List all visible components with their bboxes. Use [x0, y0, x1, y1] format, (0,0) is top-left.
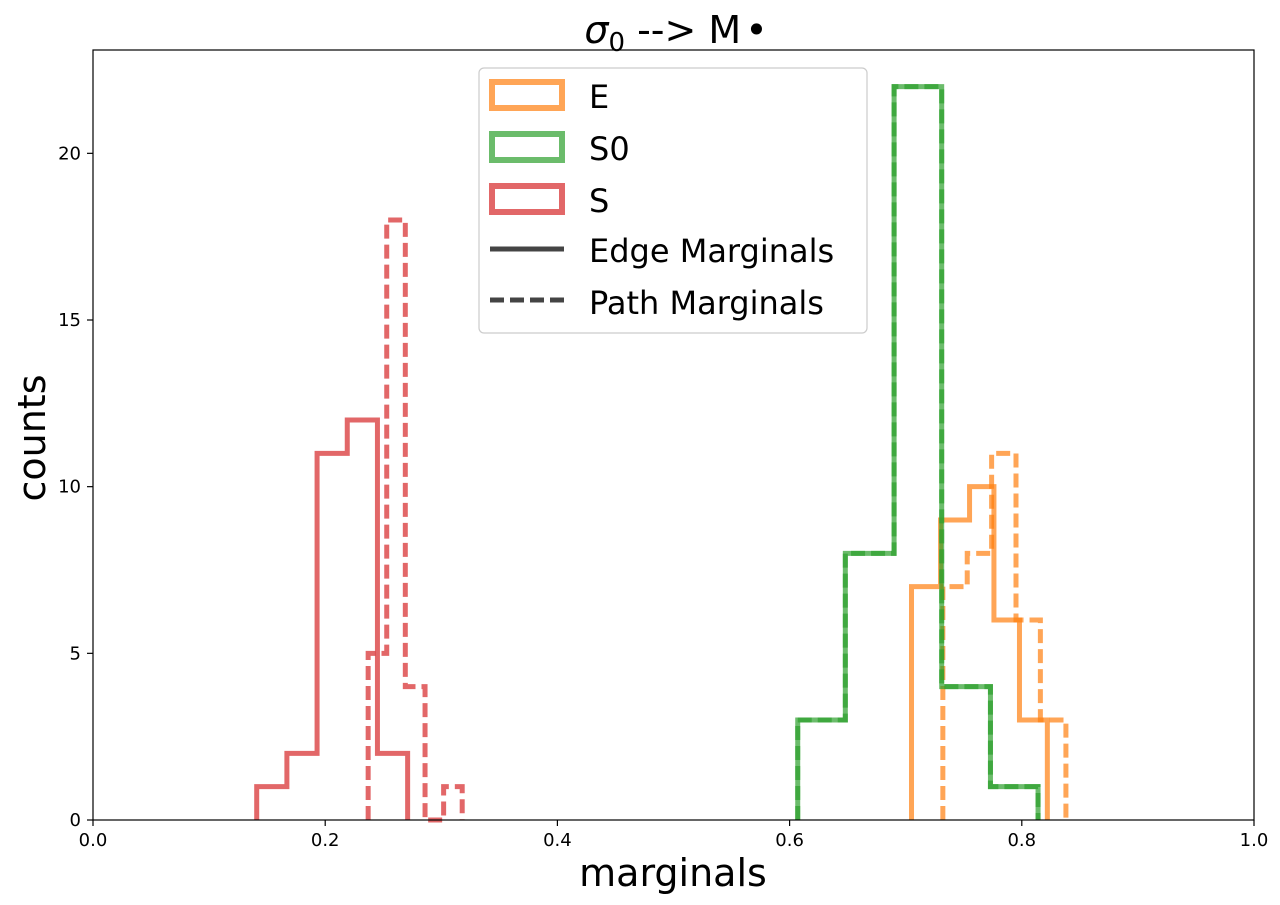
- histogram-s-edge-marginals: [254, 417, 411, 820]
- x-tick-label: 0.4: [543, 830, 572, 851]
- histogram-s0-path-marginals: [795, 84, 1041, 820]
- title-subscript: 0: [608, 28, 625, 58]
- legend-label-path: Path Marginals: [589, 284, 824, 322]
- x-tick-label: 0.8: [1007, 830, 1036, 851]
- y-tick-label: 10: [58, 477, 81, 498]
- y-tick-label: 5: [70, 643, 81, 664]
- x-tick-label: 0.2: [311, 830, 340, 851]
- x-tick-label: 0.6: [775, 830, 804, 851]
- y-tick-label: 15: [58, 310, 81, 331]
- plot-frame: [92, 49, 1255, 821]
- tick-layer: 0.0 0.2 0.4 0.6 0.8 1.0 0 5 10 15 20: [58, 143, 1268, 851]
- x-axis-title: marginals: [579, 851, 767, 895]
- legend-label-s: S: [589, 182, 609, 220]
- histogram-e-path-marginals: [940, 450, 1069, 820]
- title-rest: --> M: [625, 8, 741, 52]
- legend: E S0 S Edge Marginals Path Marginals: [478, 67, 868, 334]
- x-tick-label: 1.0: [1240, 830, 1269, 851]
- series-layer: [254, 84, 1069, 823]
- legend-swatch-s0: [489, 131, 565, 163]
- y-tick-label: 0: [70, 810, 81, 831]
- legend-swatch-e: [489, 79, 565, 111]
- legend-label-e: E: [589, 78, 609, 116]
- y-axis-title: counts: [10, 374, 54, 501]
- title-symbol: σ: [584, 8, 610, 52]
- legend-label-edge: Edge Marginals: [589, 232, 834, 270]
- y-tick-label: 20: [58, 143, 81, 164]
- histogram-e-edge-marginals: [909, 484, 1050, 820]
- histogram-s-path-marginals: [365, 217, 465, 823]
- title-bullet: •: [745, 8, 767, 52]
- legend-label-s0: S0: [589, 130, 630, 168]
- x-tick-label: 0.0: [79, 830, 108, 851]
- legend-swatch-s: [489, 183, 565, 215]
- legend-frame: [478, 67, 868, 334]
